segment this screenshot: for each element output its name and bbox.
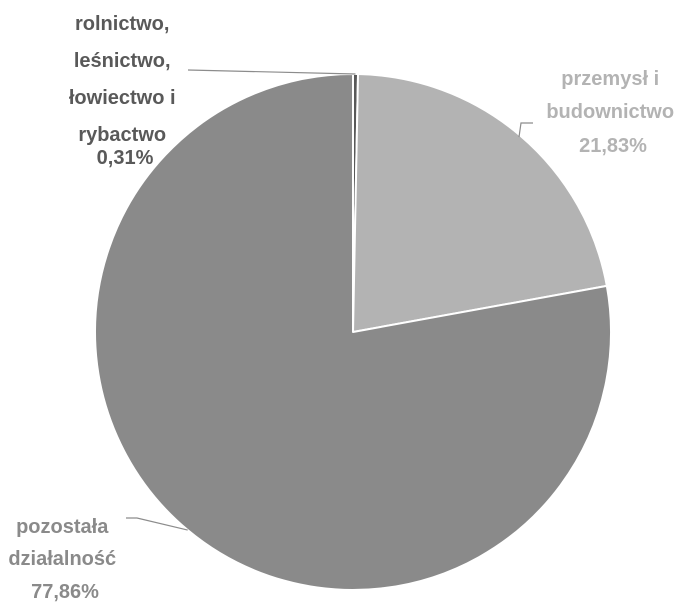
pie-slices [94,73,612,591]
slice-label-pozostala-line-2: działalność [8,548,116,570]
leader-line-pozostala [126,517,188,531]
slice-label-rolnictwo: rolnictwo, leśnictwo, łowiectwo i rybact… [69,13,181,169]
slice-label-rolnictwo-line-2: leśnictwo, [74,50,171,72]
slice-label-rolnictwo-line-3: łowiectwo i [69,87,176,109]
slice-label-przemysl-line-2: budownictwo [546,101,674,123]
leader-lines [126,69,533,531]
slice-value-pozostala: 77,86% [31,581,99,603]
slice-value-rolnictwo: 0,31% [97,147,154,169]
slice-label-rolnictwo-line-4: rybactwo [78,124,166,146]
slice-label-przemysl-line-1: przemysł i [561,68,659,90]
leader-line-rolnictwo [187,69,356,75]
leader-line-przemysl [518,122,533,138]
slice-label-pozostala: pozostała działalność 77,86% [8,516,121,603]
slice-label-rolnictwo-line-1: rolnictwo, [75,13,169,35]
slice-label-pozostala-line-1: pozostała [16,516,109,538]
pie-slice-pozostala [94,73,612,591]
pie-slice-przemysl [352,73,608,333]
slice-label-przemysl: przemysł i budownictwo 21,83% [546,68,679,157]
slice-value-przemysl: 21,83% [579,135,647,157]
